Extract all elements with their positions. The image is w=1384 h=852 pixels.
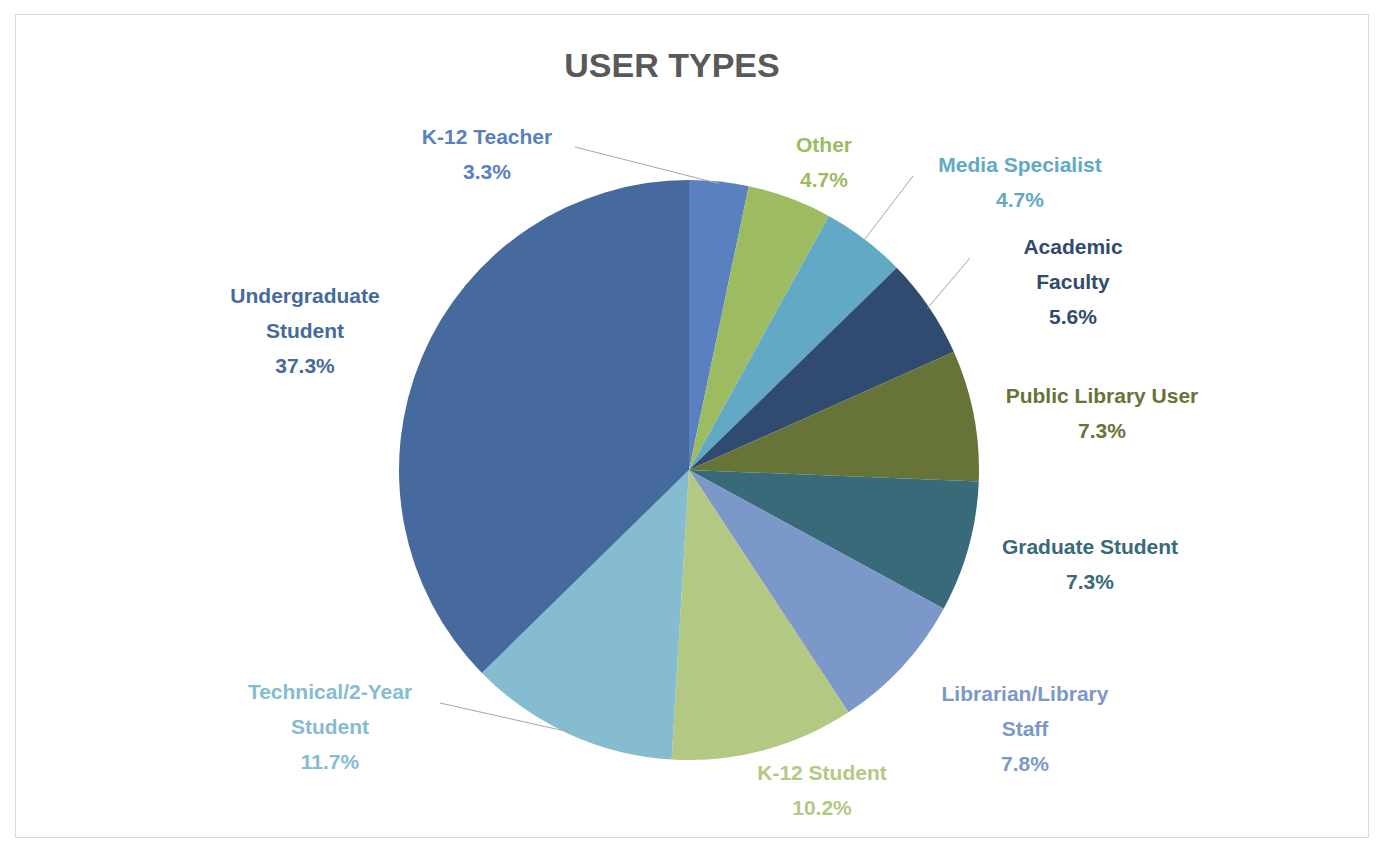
data-label: 11.7% — [301, 750, 360, 773]
category-label: K-12 Teacher — [422, 125, 552, 148]
pie-slice — [672, 470, 849, 760]
chart-frame — [16, 15, 1369, 838]
category-label: Technical/2-YearStudent — [248, 680, 412, 738]
data-label: 7.3% — [1066, 570, 1114, 593]
pie-slice — [689, 352, 979, 482]
leader-line — [440, 703, 570, 732]
category-label: Media Specialist — [938, 153, 1101, 176]
chart: USER TYPES K-12 Teacher 3.3% Other 4.7% Media… — [0, 0, 1384, 852]
data-label: 4.7% — [996, 188, 1044, 211]
category-label: Other — [796, 133, 852, 156]
category-label: Graduate Student — [1002, 535, 1178, 558]
data-label: 7.3% — [1078, 419, 1126, 442]
data-label: 4.7% — [800, 168, 848, 191]
leader-line — [864, 176, 913, 241]
category-label: Librarian/LibraryStaff — [942, 682, 1109, 740]
data-label: 3.3% — [463, 160, 511, 183]
pie — [399, 180, 979, 760]
category-label: Public Library User — [1006, 384, 1199, 407]
category-label: UndergraduateStudent — [230, 284, 379, 342]
data-label: 5.6% — [1049, 305, 1097, 328]
pie-slice — [399, 180, 689, 673]
data-label: 37.3% — [275, 354, 335, 377]
data-label: 10.2% — [792, 796, 852, 819]
leader-line — [575, 147, 719, 184]
data-label: 7.8% — [1001, 752, 1049, 775]
category-label: AcademicFaculty — [1023, 235, 1123, 293]
chart-title: USER TYPES — [564, 46, 779, 84]
category-label: K-12 Student — [757, 761, 887, 784]
leader-line — [927, 258, 970, 308]
